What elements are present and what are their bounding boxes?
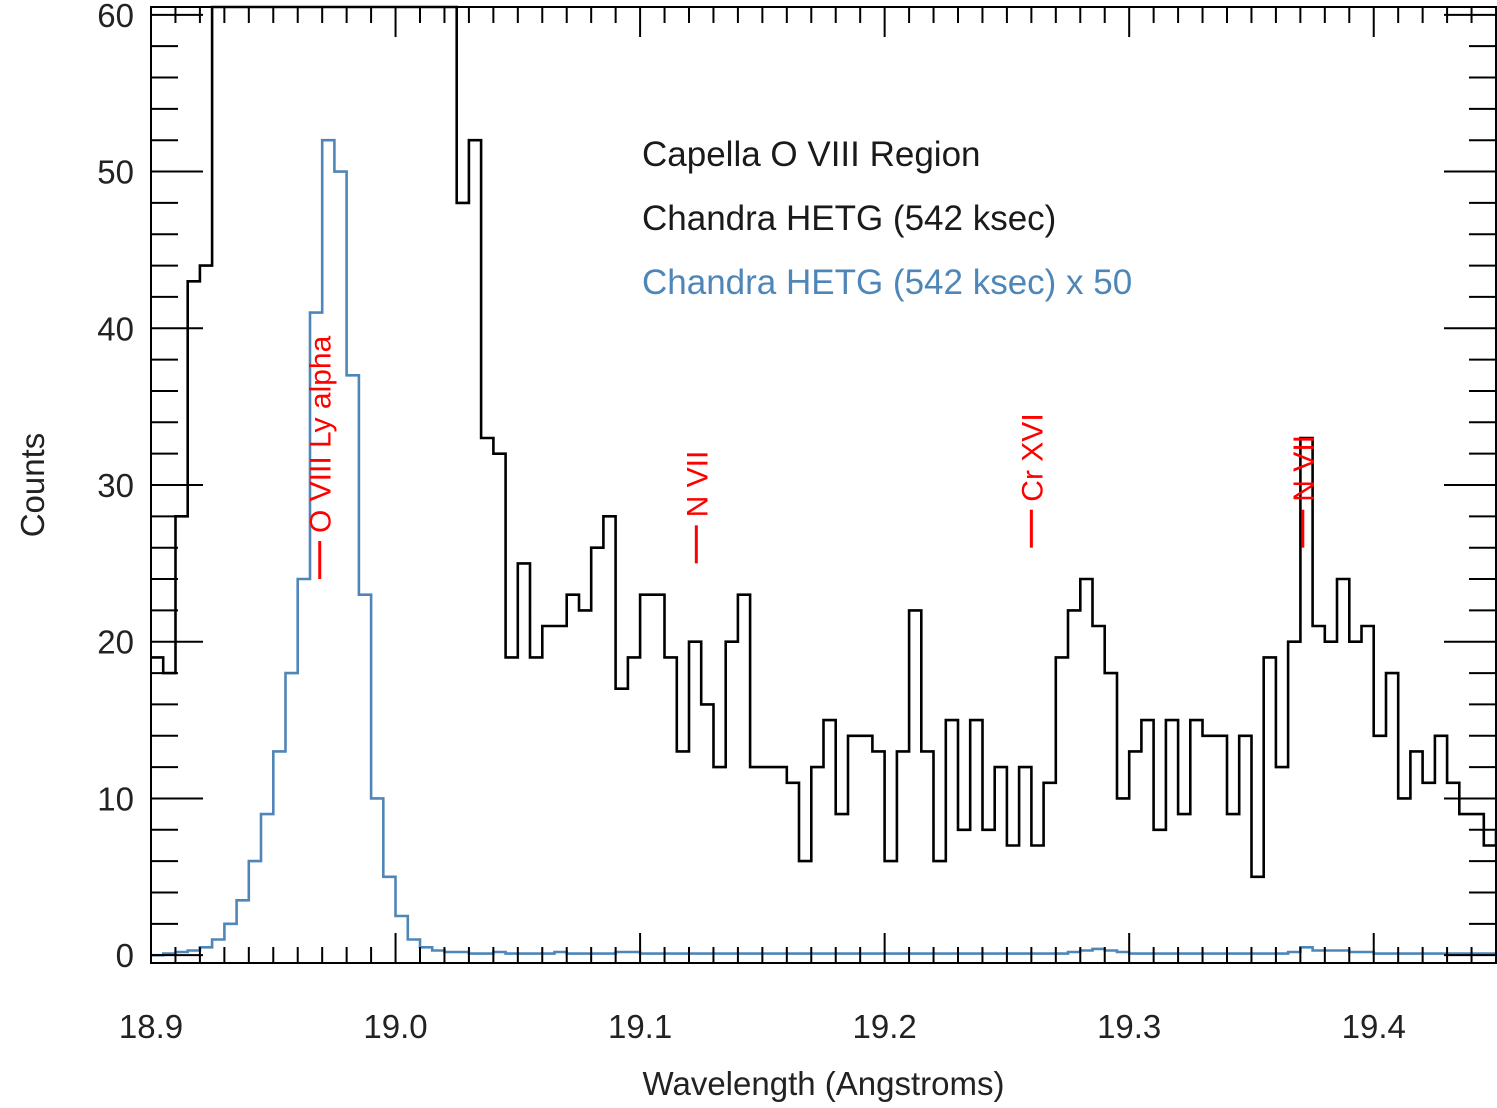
tick-layer: 18.9 19.0 19.1 19.2 19.3 19.4 0 10 20 30 40 50 60 (97, 0, 1497, 1045)
y-tick-label: 10 (97, 780, 134, 817)
y-tick-label: 30 (97, 467, 134, 504)
annotation-layer: O VIII Ly alpha N VII Cr XVI N VII (305, 335, 1321, 580)
y-tick-label: 60 (97, 0, 134, 34)
line-annotation: Cr XVI (1016, 413, 1049, 548)
y-tick-label: 40 (97, 310, 134, 347)
legend-entry: Chandra HETG (542 ksec) (642, 199, 1056, 238)
line-annotation: O VIII Ly alpha (305, 335, 338, 580)
annotation-label: Cr XVI (1016, 413, 1049, 501)
annotation-label: N VII (681, 451, 714, 518)
x-tick-label: 19.0 (363, 1008, 427, 1045)
legend: Capella O VIII Region Chandra HETG (542 k… (642, 135, 1132, 302)
plot-frame (150, 6, 1497, 964)
series-line-2 (151, 138, 1496, 957)
annotation-label: O VIII Ly alpha (305, 335, 338, 533)
x-tick-label: 19.3 (1097, 1008, 1161, 1045)
annotation-label: N VII (1288, 435, 1321, 502)
series-line-1 (151, 5, 1497, 879)
x-tick-label: 18.9 (119, 1008, 183, 1045)
x-tick-label: 19.2 (853, 1008, 917, 1045)
x-tick-label: 19.4 (1342, 1008, 1406, 1045)
series-layer (151, 5, 1497, 957)
line-annotation: N VII (681, 451, 714, 564)
x-tick-label: 19.1 (608, 1008, 672, 1045)
y-tick-label: 50 (97, 154, 134, 191)
y-tick-label: 20 (97, 624, 134, 661)
legend-entry: Chandra HETG (542 ksec) x 50 (642, 263, 1132, 302)
x-axis-label: Wavelength (Angstroms) (643, 1065, 1005, 1102)
legend-entry: Capella O VIII Region (642, 135, 981, 174)
y-tick-label: 0 (116, 937, 134, 974)
y-axis-label: Counts (14, 433, 51, 538)
line-annotation: N VII (1288, 435, 1321, 548)
